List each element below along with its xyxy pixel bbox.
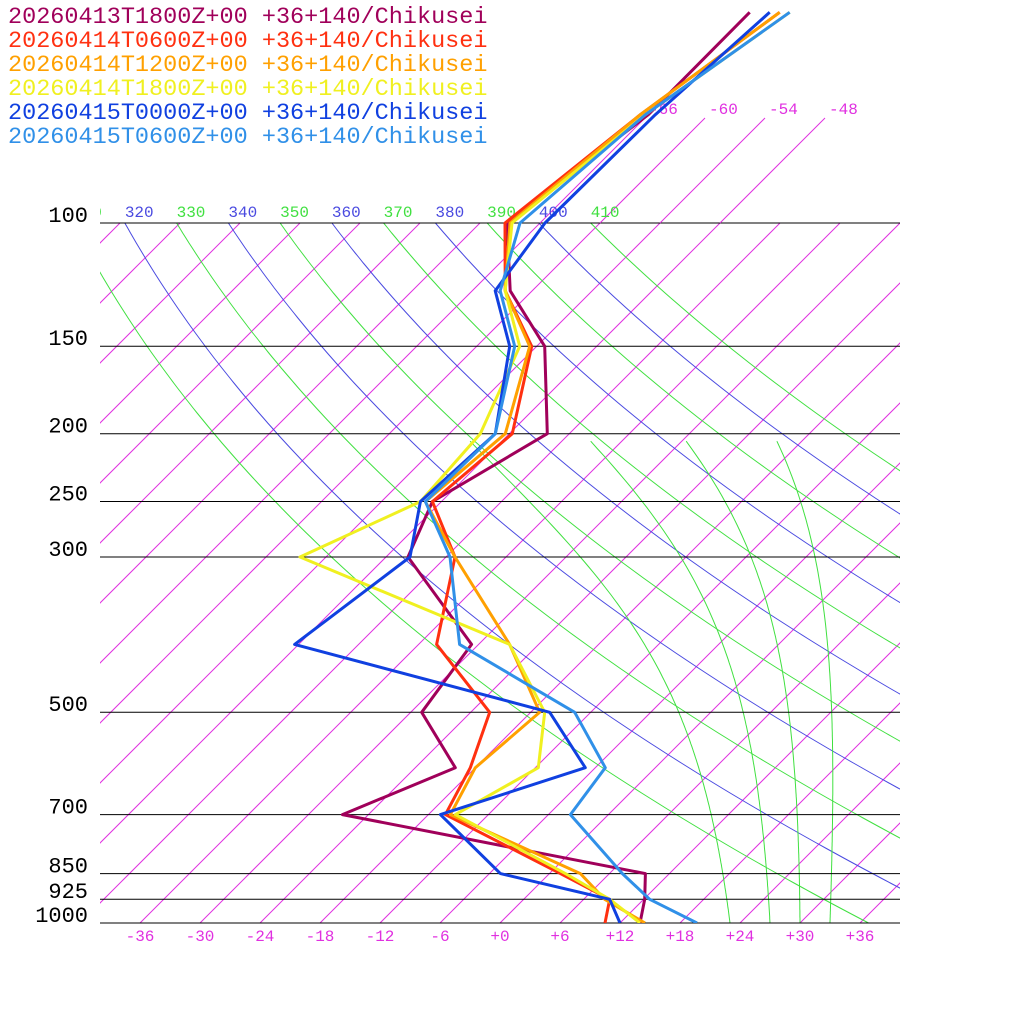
isotherm [100, 223, 661, 784]
y-tick-label: 850 [48, 854, 88, 879]
x-tick-label: -6 [430, 928, 449, 946]
y-tick-label: 700 [48, 795, 88, 820]
y-tick-label: 1000 [35, 904, 88, 929]
theta-labels: 310 320 330 340 350 360 370 380 390 400 410 [73, 204, 620, 222]
x-tick-label: +0 [490, 928, 509, 946]
theta-label: 410 [591, 204, 620, 222]
dry-adiabat [227, 223, 900, 790]
dry-adiabat [486, 223, 900, 559]
isotherm [619, 642, 900, 923]
y-tick-label: 925 [48, 880, 88, 905]
isotherm-label: -48 [829, 101, 858, 119]
isotherm [799, 822, 900, 923]
y-tick-label: 100 [48, 204, 88, 229]
theta-label: 380 [435, 204, 464, 222]
moist-adiabat [776, 440, 834, 923]
y-tick-label: 200 [48, 415, 88, 440]
isotherm [139, 223, 841, 923]
theta-label: 330 [177, 204, 206, 222]
dry-adiabat [435, 223, 900, 604]
theta-label: 350 [280, 204, 309, 222]
y-tick-label: 500 [48, 693, 88, 718]
temperature-profile [423, 11, 791, 923]
isotherm [100, 223, 721, 844]
x-tick-label: +30 [786, 928, 815, 946]
legend-entry: 20260414T1800Z+00 +36+140/Chikusei [8, 76, 487, 103]
legend: 20260413T1800Z+00 +36+140/Chikusei202604… [8, 4, 487, 151]
isotherm [499, 522, 900, 923]
theta-label: 370 [384, 204, 413, 222]
isotherm [559, 582, 900, 923]
isotherm [100, 223, 601, 724]
x-tick-label: +24 [726, 928, 755, 946]
theta-label: 310 [73, 204, 102, 222]
dry-adiabat [279, 223, 900, 742]
x-tick-label: +18 [666, 928, 695, 946]
moist-adiabat [685, 440, 801, 923]
soundings [293, 11, 791, 923]
isotherm [100, 223, 541, 664]
dry-adiabat [538, 223, 900, 515]
adiabats [100, 223, 900, 923]
dry-adiabat [124, 223, 900, 889]
legend-entry: 20260415T0000Z+00 +36+140/Chikusei [8, 100, 487, 127]
pressure-lines [100, 222, 900, 924]
x-tick-label: +36 [846, 928, 875, 946]
legend-entry: 20260415T0600Z+00 +36+140/Chikusei [8, 124, 487, 151]
isotherm [100, 223, 301, 424]
x-tick-label: +12 [606, 928, 635, 946]
dry-adiabat [176, 223, 900, 839]
theta-label: 390 [487, 204, 516, 222]
x-tick-label: -12 [366, 928, 395, 946]
isotherm [199, 223, 900, 923]
isotherm [439, 462, 900, 923]
isotherm [100, 223, 781, 904]
y-tick-label: 250 [48, 482, 88, 507]
isotherm [739, 762, 900, 923]
isotherm [319, 342, 900, 923]
dry-adiabat [331, 223, 900, 695]
isotherm [859, 882, 900, 923]
dry-adiabat [100, 271, 869, 923]
isotherm-extension [659, 117, 766, 224]
isotherm [259, 282, 900, 923]
x-tick-label: -30 [186, 928, 215, 946]
temperature-profile [293, 11, 771, 923]
dry-adiabat [383, 223, 900, 649]
isotherms [100, 223, 900, 923]
theta-label: 340 [228, 204, 257, 222]
x-tick-label: +6 [550, 928, 569, 946]
legend-entry: 20260414T0600Z+00 +36+140/Chikusei [8, 28, 487, 55]
isotherm-label: -60 [709, 101, 738, 119]
isotherm [100, 223, 481, 604]
y-tick-label: 150 [48, 327, 88, 352]
dry-adiabat [590, 223, 900, 472]
theta-label: 320 [125, 204, 154, 222]
isotherm-extension [599, 117, 706, 224]
legend-entry: 20260413T1800Z+00 +36+140/Chikusei [8, 4, 487, 31]
x-tick-label: -18 [306, 928, 335, 946]
isotherm-label: -54 [769, 101, 798, 119]
isotherm-extension [719, 117, 826, 224]
moist-adiabat [469, 440, 731, 923]
isotherm [100, 223, 361, 484]
x-tick-label: -24 [246, 928, 275, 946]
isotherm [100, 223, 421, 544]
temperature-profile [298, 11, 791, 923]
isotherm-top: -66 -60 -54 -48 [539, 101, 858, 224]
isotherm [379, 402, 900, 923]
isotherm [100, 223, 241, 364]
isotherm-extension [539, 117, 646, 224]
isotherm [100, 223, 181, 304]
theta-label: 360 [332, 204, 361, 222]
x-tick-label: -36 [126, 928, 155, 946]
moist-adiabat [590, 440, 771, 923]
legend-entry: 20260414T1200Z+00 +36+140/Chikusei [8, 52, 487, 79]
y-tick-label: 300 [48, 538, 88, 563]
